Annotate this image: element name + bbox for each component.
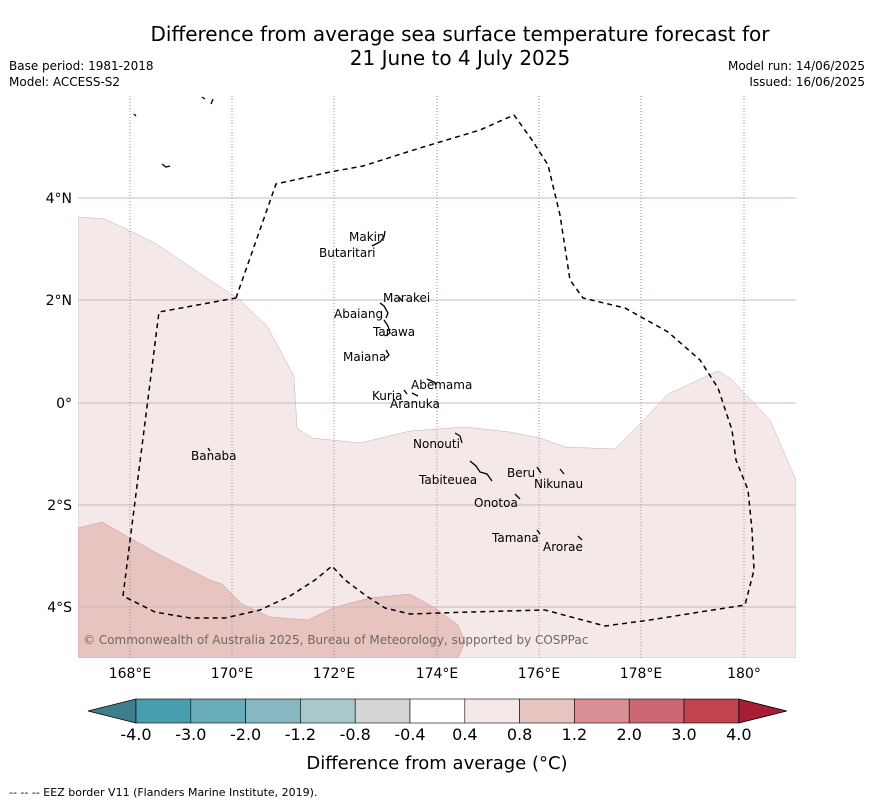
meta-right: Model run: 14/06/2025 Issued: 16/06/2025 (728, 58, 865, 90)
lon-tick-168e: 168°E (109, 666, 152, 682)
label-maiana: Maiana (343, 350, 386, 364)
place-labels: Makin Butaritari Marakei Abaiang Tarawa … (191, 230, 583, 554)
islands (133, 96, 583, 541)
model-text: Model: ACCESS-S2 (9, 75, 121, 89)
colorbar-segment (354, 698, 411, 724)
copyright-text: © Commonwealth of Australia 2025, Bureau… (83, 633, 588, 647)
colorbar-segment (683, 698, 740, 724)
island-nw-2 (201, 96, 214, 105)
label-kuria: Kuria (372, 389, 403, 403)
longitude-tick-labels: 168°E 170°E 172°E 174°E 176°E 178°E 180° (109, 666, 761, 682)
island-nw-1 (133, 113, 137, 117)
lat-tick-0: 0° (56, 396, 72, 412)
colorbar-tick-label: 0.4 (452, 725, 477, 744)
latitude-tick-labels: 4°N 2°N 0° 2°S 4°S (46, 191, 73, 616)
lon-tick-176e: 176°E (518, 666, 561, 682)
colorbar-segment (519, 698, 575, 724)
map-title: Difference from average sea surface temp… (0, 22, 873, 70)
lat-tick-2n: 2°N (46, 293, 72, 309)
colorbar-tick-label: -0.4 (394, 725, 425, 744)
label-abaiang: Abaiang (334, 307, 383, 321)
colorbar-segment (245, 698, 301, 724)
island-marakei (398, 296, 403, 302)
colorbar-extend-high (738, 698, 787, 724)
base-period-text: Base period: 1981-2018 (9, 59, 154, 73)
colorbar: -4.0 -3.0 -2.0 -1.2 -0.8 -0.4 0.4 0.8 1.2 2.0 3.0 4… (87, 698, 787, 744)
colorbar-segment (574, 698, 630, 724)
colorbar-segment (628, 698, 685, 724)
colorbar-tick-label: 1.2 (562, 725, 587, 744)
colorbar-tick-label: -4.0 (120, 725, 151, 744)
island-tarawa (383, 319, 391, 337)
colorbar-segment (464, 698, 520, 724)
label-butaritari: Butaritari (319, 246, 376, 260)
island-tabiteuea (469, 460, 493, 482)
colorbar-tick-label: 3.0 (671, 725, 696, 744)
eez-border (122, 114, 755, 627)
lon-tick-170e: 170°E (211, 666, 254, 682)
island-nikunau (559, 468, 565, 475)
colorbar-segment (300, 698, 356, 724)
island-nonouti (454, 432, 463, 444)
colorbar-label: Difference from average (°C) (306, 753, 567, 774)
label-nikunau: Nikunau (534, 477, 583, 491)
island-abemama (426, 378, 437, 386)
label-makin: Makin (349, 230, 385, 244)
label-marakei: Marakei (383, 291, 430, 305)
model-run-text: Model run: 14/06/2025 (727, 59, 865, 73)
island-abaiang (379, 302, 389, 319)
colorbar-tick-label: 0.8 (507, 725, 532, 744)
map-plot-area: Makin Butaritari Marakei Abaiang Tarawa … (78, 96, 796, 658)
colorbar-segment (409, 698, 466, 724)
island-beru (536, 466, 542, 474)
lat-tick-4n: 4°N (46, 191, 72, 207)
label-abemama: Abemama (411, 378, 472, 392)
label-nonouti: Nonouti (413, 437, 460, 451)
label-arorae: Arorae (543, 540, 583, 554)
label-onotoa: Onotoa (474, 496, 518, 510)
lon-tick-180: 180° (727, 666, 761, 682)
island-nw-3 (161, 163, 171, 168)
longitude-gridlines (129, 96, 745, 658)
island-onotoa (514, 493, 521, 500)
meta-left: Base period: 1981-2018 Model: ACCESS-S2 (9, 58, 154, 90)
label-tarawa: Tarawa (372, 325, 415, 339)
colorbar-tick-label: 2.0 (616, 725, 641, 744)
island-maiana (385, 349, 390, 359)
colorbar-tick-label: -2.0 (230, 725, 261, 744)
colorbar-segment (135, 698, 192, 724)
label-tamana: Tamana (491, 531, 539, 545)
island-arorae (577, 535, 583, 541)
label-tabiteuea: Tabiteuea (418, 473, 477, 487)
eez-footnote: -- -- -- EEZ border V11 (Flanders Marine… (9, 786, 318, 799)
colorbar-tick-label: 4.0 (726, 725, 751, 744)
colorbar-tick-label: -3.0 (175, 725, 206, 744)
label-aranuka: Aranuka (390, 397, 440, 411)
label-banaba: Banaba (191, 449, 237, 463)
lon-tick-174e: 174°E (416, 666, 459, 682)
anomaly-region-medium (78, 521, 466, 658)
colorbar-extend-low (87, 698, 137, 724)
label-beru: Beru (507, 466, 535, 480)
colorbar-segment (190, 698, 246, 724)
lon-tick-178e: 178°E (620, 666, 663, 682)
island-tamana (536, 529, 541, 535)
colorbar-tick-label: -0.8 (340, 725, 371, 744)
title-line-2: 21 June to 4 July 2025 (349, 46, 571, 70)
issued-text: Issued: 16/06/2025 (749, 75, 865, 89)
lat-tick-4s: 4°S (47, 600, 72, 616)
island-butaritari-makin (371, 230, 386, 247)
title-line-1: Difference from average sea surface temp… (150, 22, 770, 46)
colorbar-tick-label: -1.2 (285, 725, 316, 744)
lat-tick-2s: 2°S (47, 498, 72, 514)
lon-tick-172e: 172°E (313, 666, 356, 682)
island-kuria-aranuka (403, 389, 419, 397)
island-banaba (207, 447, 211, 452)
